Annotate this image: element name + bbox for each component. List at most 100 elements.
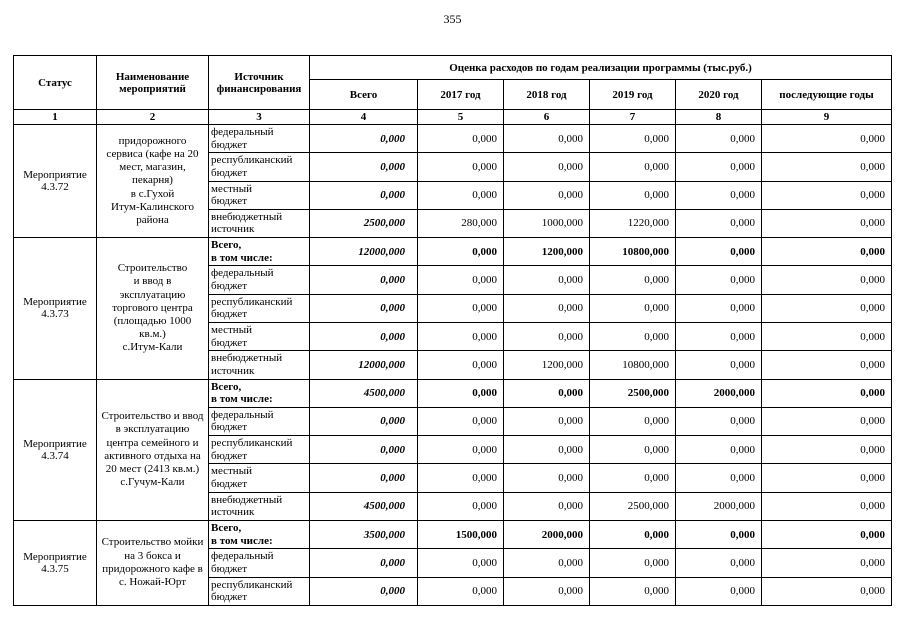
table-row: Мероприятие 4.3.74 Строительство и ввод в… xyxy=(13,378,893,521)
table-row: внебюджетный источник 4500,000 0,000 0,000 2… xyxy=(14,491,893,521)
value-cell: 0,000 xyxy=(503,378,590,408)
value-cell: 0,000 xyxy=(503,406,590,437)
value-cell: 0,000 xyxy=(760,293,893,323)
value-cell: 0,000 xyxy=(675,435,762,465)
value-cell: 0,000 xyxy=(417,576,504,606)
value-cell: 10800,000 xyxy=(589,237,676,267)
header-year-2018: 2018 год xyxy=(503,79,590,110)
value-cell: 0,000 xyxy=(675,519,762,550)
table-row: местный бюджет 0,000 0,000 0,000 0,000 0,000 0… xyxy=(14,180,893,210)
funding-source-cell: Всего, в том числе: xyxy=(208,378,310,408)
table-row: Мероприятие 4.3.75 Строительство мойки на… xyxy=(13,519,893,606)
header-group-title: Оценка расходов по годам реализации прог… xyxy=(308,55,893,80)
value-cell: 0,000 xyxy=(589,180,676,210)
value-cell: 0,000 xyxy=(760,237,893,267)
value-cell: 0,000 xyxy=(309,321,418,352)
value-cell: 0,000 xyxy=(503,548,590,578)
status-cell: Мероприятие 4.3.74 xyxy=(13,378,97,521)
value-cell: 1200,000 xyxy=(503,237,590,267)
header-funding-source: Источник финансирования xyxy=(208,55,310,110)
value-cell: 0,000 xyxy=(503,265,590,295)
header-total: Всего xyxy=(309,79,418,110)
funding-source-cell: федеральный бюджет xyxy=(208,406,310,437)
funding-source-cell: местный бюджет xyxy=(208,321,310,352)
funding-source-cell: республиканский бюджет xyxy=(208,293,310,323)
value-cell: 0,000 xyxy=(417,265,504,295)
value-cell: 0,000 xyxy=(760,208,893,239)
value-cell: 2500,000 xyxy=(589,491,676,521)
header-following-years: последующие годы xyxy=(760,79,893,110)
header-row-years: Всего 2017 год 2018 год 2019 год 2020 го… xyxy=(14,79,893,110)
value-cell: 0,000 xyxy=(417,435,504,465)
header-activity-name: Наименование мероприятий xyxy=(96,55,209,110)
value-cell: 0,000 xyxy=(503,180,590,210)
value-cell: 0,000 xyxy=(589,435,676,465)
funding-source-cell: республиканский бюджет xyxy=(208,435,310,465)
value-cell: 0,000 xyxy=(675,321,762,352)
value-cell: 0,000 xyxy=(309,123,418,154)
value-cell: 0,000 xyxy=(760,435,893,465)
value-cell: 0,000 xyxy=(675,123,762,154)
funding-source-cell: местный бюджет xyxy=(208,180,310,210)
header-row-numbers: 1 2 3 4 5 6 7 8 9 xyxy=(13,109,893,125)
value-cell: 0,000 xyxy=(589,519,676,550)
value-cell: 0,000 xyxy=(417,293,504,323)
table-row: внебюджетный источник 12000,000 0,000 1200,… xyxy=(14,350,893,380)
value-cell: 0,000 xyxy=(417,237,504,267)
value-cell: 1220,000 xyxy=(589,208,676,239)
status-cell: Мероприятие 4.3.75 xyxy=(13,519,97,606)
value-cell: 0,000 xyxy=(760,152,893,182)
value-cell: 0,000 xyxy=(675,152,762,182)
funding-source-cell: федеральный бюджет xyxy=(208,265,310,295)
table-row: внебюджетный источник 2500,000 280,000 1000… xyxy=(14,208,893,239)
funding-source-cell: республиканский бюджет xyxy=(208,152,310,182)
table-row: республиканский бюджет 0,000 0,000 0,000 0,0… xyxy=(14,435,893,465)
value-cell: 0,000 xyxy=(760,491,893,521)
status-cell: Мероприятие 4.3.72 xyxy=(13,123,97,239)
value-cell: 0,000 xyxy=(309,293,418,323)
activity-name-cell: Строительство и ввод в эксплуатацию цент… xyxy=(96,378,209,521)
col-number: 4 xyxy=(309,109,418,125)
col-number: 7 xyxy=(589,109,676,125)
value-cell: 0,000 xyxy=(589,548,676,578)
value-cell: 1000,000 xyxy=(503,208,590,239)
table-row: республиканский бюджет 0,000 0,000 0,000 0,0… xyxy=(14,152,893,182)
table-body: Мероприятие 4.3.72 придорожного сервиса (… xyxy=(13,123,893,606)
value-cell: 0,000 xyxy=(675,406,762,437)
value-cell: 0,000 xyxy=(675,548,762,578)
page-number: 355 xyxy=(443,12,462,26)
expenditure-table: Статус Наименование мероприятий Источник… xyxy=(13,55,893,606)
table-row: республиканский бюджет 0,000 0,000 0,000 0,0… xyxy=(14,293,893,323)
col-number: 3 xyxy=(208,109,310,125)
header-row-top: Статус Наименование мероприятий Источник… xyxy=(13,55,893,110)
value-cell: 0,000 xyxy=(760,123,893,154)
value-cell: 0,000 xyxy=(417,406,504,437)
value-cell: 0,000 xyxy=(589,576,676,606)
header-year-2019: 2019 год xyxy=(589,79,676,110)
value-cell: 0,000 xyxy=(675,350,762,380)
value-cell: 0,000 xyxy=(503,123,590,154)
value-cell: 0,000 xyxy=(760,378,893,408)
value-cell: 12000,000 xyxy=(309,350,418,380)
value-cell: 0,000 xyxy=(589,152,676,182)
value-cell: 0,000 xyxy=(417,548,504,578)
value-cell: 2000,000 xyxy=(675,491,762,521)
value-cell: 0,000 xyxy=(675,463,762,493)
table-header: Статус Наименование мероприятий Источник… xyxy=(13,55,893,125)
value-cell: 0,000 xyxy=(589,406,676,437)
value-cell: 0,000 xyxy=(309,406,418,437)
value-cell: 0,000 xyxy=(675,265,762,295)
table-row: Мероприятие 4.3.73 Строительство и ввод в… xyxy=(13,237,893,380)
funding-source-cell: федеральный бюджет xyxy=(208,123,310,154)
value-cell: 2000,000 xyxy=(675,378,762,408)
value-cell: 2000,000 xyxy=(503,519,590,550)
value-cell: 0,000 xyxy=(760,463,893,493)
funding-source-cell: внебюджетный источник xyxy=(208,208,310,239)
value-cell: 0,000 xyxy=(675,576,762,606)
value-cell: 0,000 xyxy=(503,152,590,182)
header-year-2020: 2020 год xyxy=(675,79,762,110)
value-cell: 0,000 xyxy=(589,123,676,154)
value-cell: 2500,000 xyxy=(309,208,418,239)
funding-source-cell: внебюджетный источник xyxy=(208,491,310,521)
value-cell: 0,000 xyxy=(417,463,504,493)
